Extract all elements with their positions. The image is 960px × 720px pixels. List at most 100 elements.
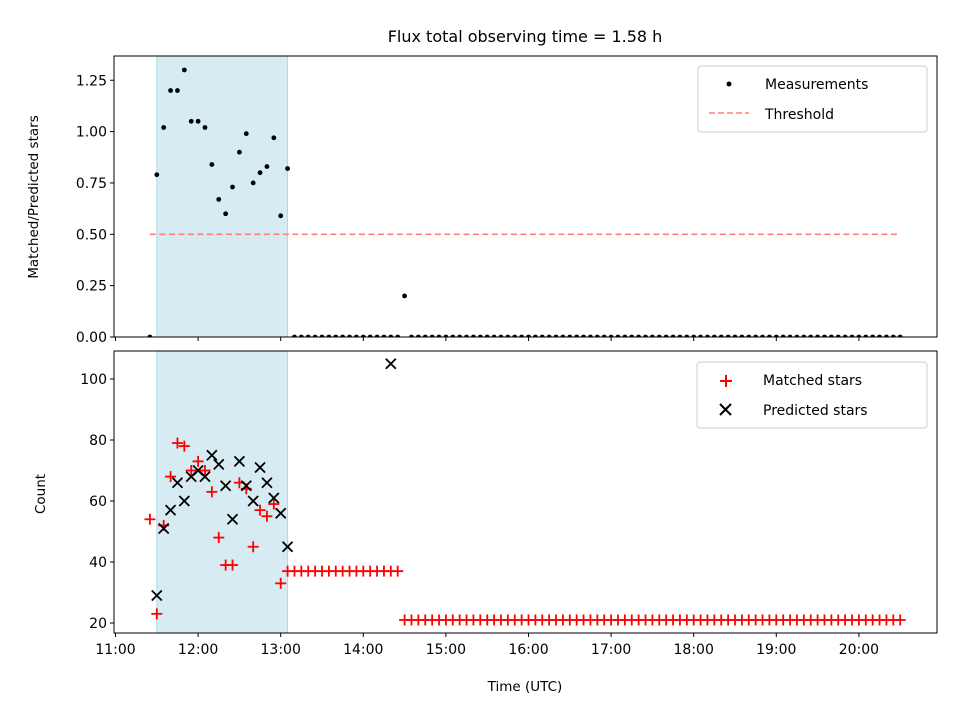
- y-tick-label: 60: [89, 494, 107, 510]
- matched-star-point: [268, 498, 280, 510]
- measurement-point: [594, 334, 600, 337]
- legend-label-predicted: Predicted stars: [763, 403, 868, 419]
- x-axis-label: Time (UTC): [487, 679, 563, 695]
- measurement-point: [581, 334, 586, 337]
- shaded-interval-bottom: [156, 351, 289, 633]
- measurement-point: [154, 172, 160, 178]
- measurement-point: [285, 166, 290, 171]
- measurement-point: [147, 334, 153, 337]
- y-tick-label: 0.00: [76, 330, 107, 346]
- measurement-point: [250, 180, 256, 186]
- measurement-point: [705, 334, 710, 337]
- predicted-star-b: [158, 522, 170, 535]
- predicted-star-point: [233, 455, 246, 467]
- measurement-point: [684, 334, 690, 337]
- x-tick-label: 11:00: [95, 642, 135, 658]
- predicted-star-point: [158, 522, 170, 535]
- measurement-point: [195, 118, 201, 124]
- legend-measurement-marker: [726, 81, 732, 87]
- y-tick-label: 100: [80, 372, 107, 388]
- measurement-point: [780, 334, 786, 337]
- predicted-star-b: [233, 455, 246, 467]
- predicted-star-b: [192, 464, 204, 477]
- measurement-point: [202, 125, 208, 130]
- x-tick-label: 16:00: [508, 642, 548, 658]
- matched-star-point: [185, 465, 197, 476]
- measurement-point: [890, 334, 896, 337]
- y-tick-label: 20: [89, 616, 107, 632]
- x-axis-ticks-bottom: 11:00 12:00 13:00 14:00 15:00 16:00 17:00 18:00…: [95, 633, 879, 658]
- predicted-star-b: [226, 513, 239, 525]
- predicted-star-point: [247, 495, 259, 507]
- measurement-point: [477, 334, 483, 337]
- predicted-star-b: [385, 358, 397, 370]
- matched-star-point: [192, 455, 204, 467]
- measurement-point: [567, 334, 573, 337]
- measurement-point: [670, 334, 676, 337]
- measurement-point: [181, 67, 187, 73]
- axes-frame-top: [113, 55, 938, 338]
- measurement-point: [395, 334, 401, 337]
- predicted-star-b: [164, 504, 177, 516]
- measurement-point: [877, 334, 882, 337]
- measurement-point: [863, 334, 869, 337]
- measurement-point: [739, 334, 745, 337]
- matched-star-point: [206, 486, 218, 498]
- measurement-point: [471, 334, 476, 337]
- legend-label-threshold: Threshold: [764, 107, 834, 123]
- y-tick-label: 0.25: [76, 279, 107, 295]
- measurement-point: [539, 334, 545, 337]
- measurement-point: [718, 334, 724, 337]
- measurement-point: [450, 334, 456, 337]
- measurement-point: [374, 334, 380, 337]
- measurement-point: [746, 334, 752, 337]
- measurement-point: [553, 334, 559, 337]
- measurement-point: [457, 334, 463, 337]
- measurement-point: [216, 196, 222, 202]
- legend-box-top: [697, 65, 928, 133]
- measurement-points: [147, 67, 903, 337]
- measurement-point: [367, 334, 373, 337]
- matched-star-point: [392, 565, 404, 577]
- predicted-star-point: [240, 480, 252, 492]
- predicted-star-b: [281, 541, 294, 553]
- predicted-star-b: [213, 458, 225, 471]
- observing-window-shade: [156, 56, 288, 337]
- measurement-point: [175, 88, 180, 93]
- matched-star-point: [151, 608, 163, 620]
- measurement-point: [333, 334, 339, 337]
- y-axis-label-bottom: Count: [33, 474, 49, 514]
- matched-star-point: [165, 471, 177, 483]
- measurement-point: [636, 334, 642, 337]
- measurement-point: [223, 211, 229, 217]
- measurement-point: [498, 334, 504, 337]
- matched-star-point: [261, 510, 273, 522]
- measurement-point: [360, 334, 366, 337]
- measurement-point: [725, 334, 731, 337]
- measurement-point: [505, 334, 511, 337]
- measurement-point: [484, 334, 490, 337]
- matched-star-point: [144, 513, 156, 525]
- measurement-point: [663, 334, 669, 337]
- matched-star-point: [199, 465, 211, 476]
- legend-predicted-marker: [719, 403, 732, 416]
- predicted-star-point: [268, 492, 280, 504]
- x-tick-label: 19:00: [756, 642, 796, 658]
- predicted-star-b: [206, 449, 218, 461]
- chart-title: Flux total observing time = 1.58 h: [388, 27, 663, 46]
- matched-star-point: [213, 532, 225, 544]
- predicted-star-b: [240, 480, 252, 492]
- predicted-star-point: [261, 477, 273, 489]
- y-tick-label: 0.75: [76, 176, 107, 192]
- y-axis-ticks-top: 0.00 0.25 0.50 0.75 1.00 1.25: [76, 73, 114, 346]
- predicted-star-b: [268, 492, 280, 504]
- measurement-point: [188, 118, 194, 124]
- legend-label-measurements: Measurements: [765, 77, 868, 93]
- measurement-point: [298, 334, 304, 337]
- shaded-interval-top: [156, 56, 289, 337]
- measurement-point: [560, 334, 566, 337]
- measurement-point: [822, 334, 827, 337]
- measurement-point: [326, 334, 332, 337]
- x-tick-label: 14:00: [343, 642, 383, 658]
